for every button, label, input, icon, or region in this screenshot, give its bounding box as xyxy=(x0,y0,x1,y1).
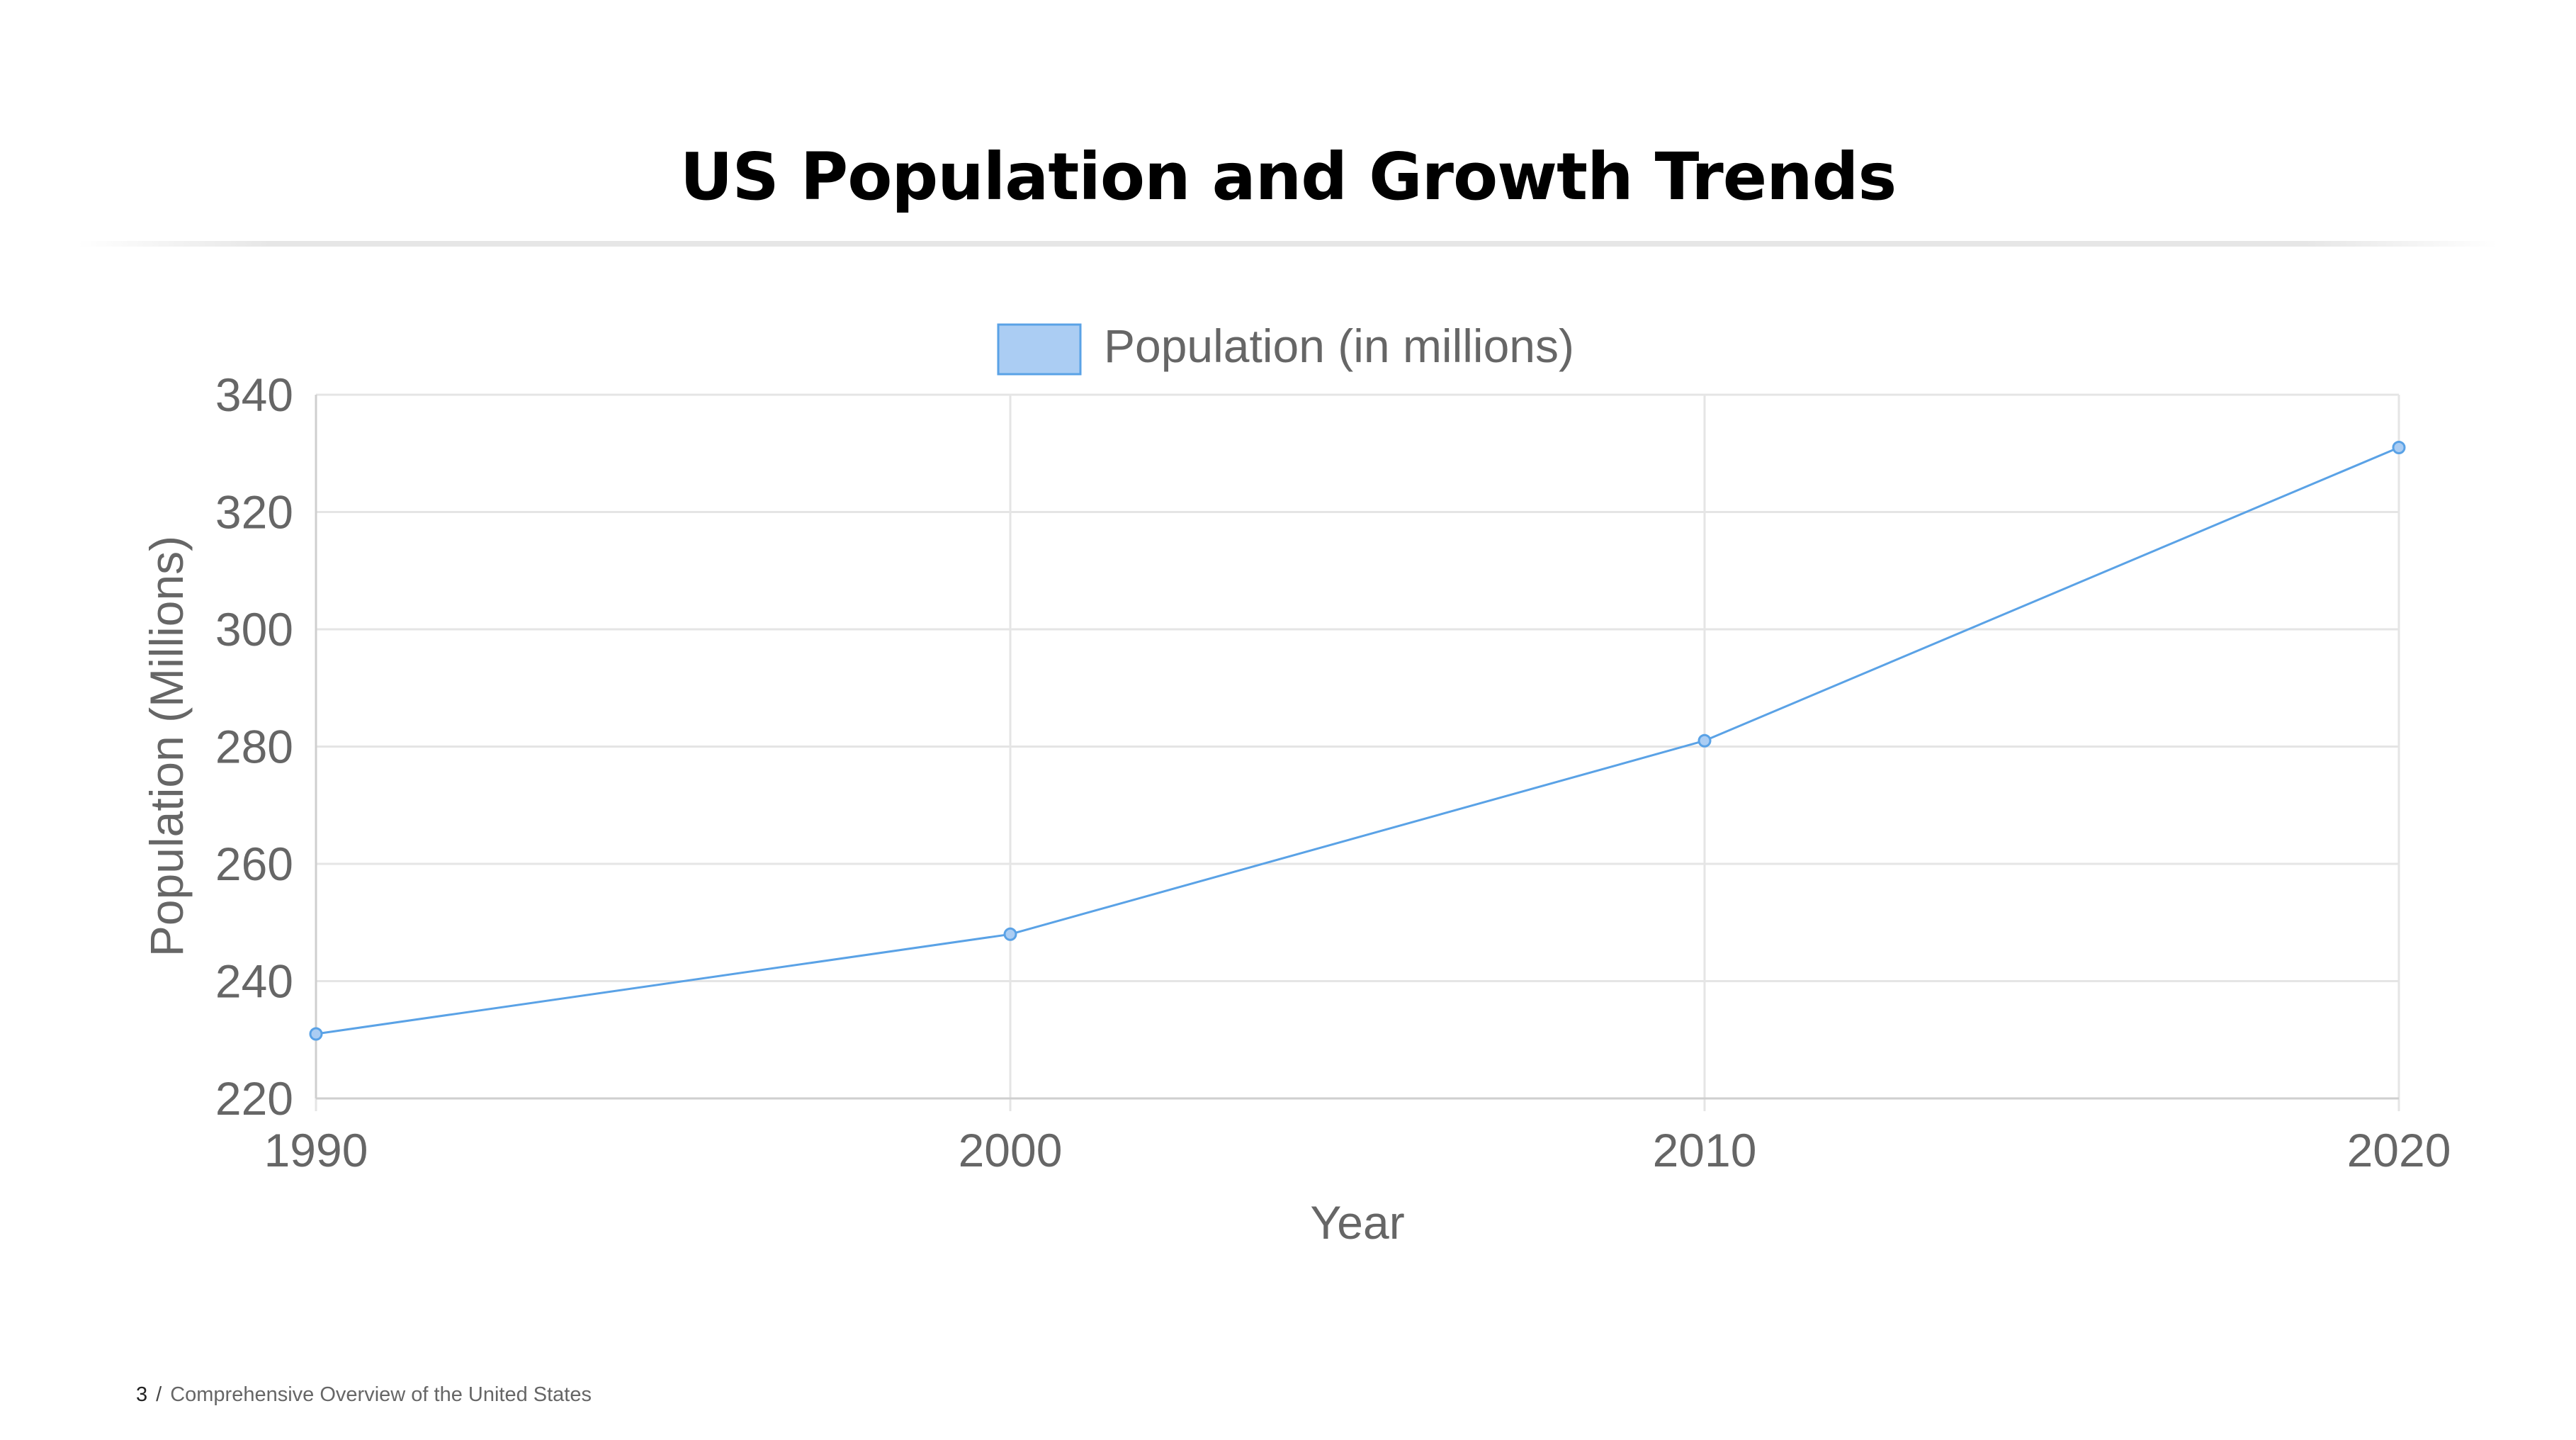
legend-label: Population (in millions) xyxy=(1104,320,1574,372)
x-tick-label: 2020 xyxy=(2347,1124,2451,1176)
y-tick-label: 320 xyxy=(215,486,293,539)
chart-legend[interactable]: Population (in millions) xyxy=(997,320,1574,376)
x-tick-label: 2000 xyxy=(959,1124,1063,1176)
y-tick-label: 300 xyxy=(215,603,293,656)
y-gridlines xyxy=(316,393,2399,1100)
x-tick-label: 1990 xyxy=(264,1124,368,1176)
y-axis-title: Population (Millions) xyxy=(140,536,193,957)
legend-swatch xyxy=(997,323,1082,376)
y-tick-labels: 220 240 260 280 300 320 340 xyxy=(215,369,293,1125)
y-tick-label: 340 xyxy=(215,369,293,421)
title-divider xyxy=(78,241,2498,247)
x-tick-labels: 1990 2000 2010 2020 xyxy=(264,1124,2451,1176)
x-gridlines xyxy=(315,395,2400,1111)
y-tick-label: 260 xyxy=(215,838,293,890)
x-tick-label: 2010 xyxy=(1653,1124,1757,1176)
data-point[interactable] xyxy=(309,1027,323,1041)
deck-title: Comprehensive Overview of the United Sta… xyxy=(170,1383,592,1406)
data-point[interactable] xyxy=(1003,927,1017,941)
x-axis-title: Year xyxy=(1310,1196,1404,1249)
data-point[interactable] xyxy=(2392,440,2406,454)
data-point[interactable] xyxy=(1697,733,1712,748)
y-tick-label: 220 xyxy=(215,1072,293,1125)
footer-separator: / xyxy=(156,1383,162,1406)
y-tick-label: 240 xyxy=(215,955,293,1008)
series-population xyxy=(309,440,2406,1041)
slide-footer: 3 / Comprehensive Overview of the United S… xyxy=(136,1383,592,1407)
page-title: US Population and Growth Trends xyxy=(679,139,1897,215)
series-line xyxy=(315,446,2400,1035)
y-tick-label: 280 xyxy=(215,721,293,773)
page-number: 3 xyxy=(136,1383,148,1406)
